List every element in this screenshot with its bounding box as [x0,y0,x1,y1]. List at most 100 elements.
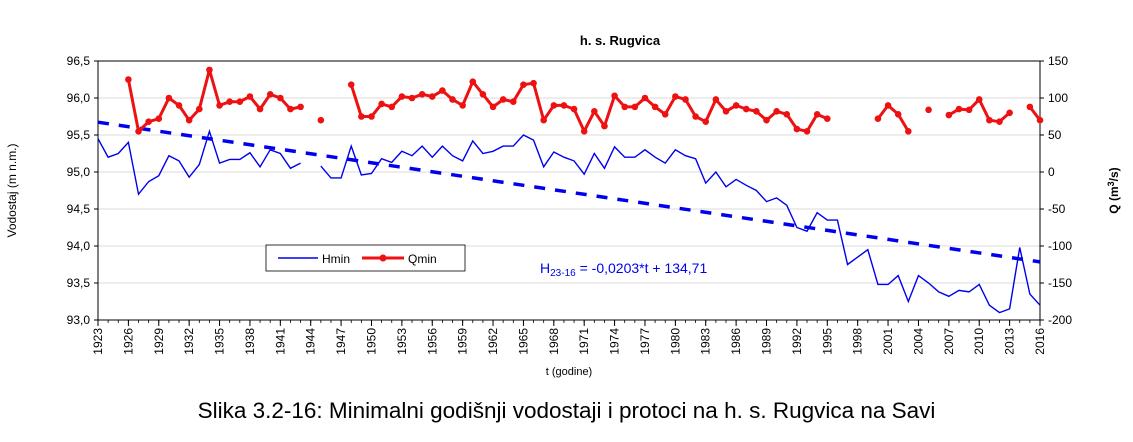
right-axis: -200 -150 -100 -50 0 50 100 150 [1040,54,1072,327]
qmin-point [732,102,740,109]
qmin-point [489,103,497,111]
qmin-line [126,68,1042,133]
qmin-point [621,103,629,111]
y-tick-label: 93,5 [67,276,91,290]
x-tick-label: 2013 [1003,328,1017,355]
y-axis-label: Vodostaj (m n.m.) [5,143,19,237]
qmin-point [185,116,193,124]
x-tick-label: 1998 [851,328,865,355]
qmin-point [277,94,284,102]
qmin-point [499,96,507,103]
x-tick-label: 1938 [243,328,257,355]
x-tick-label: 1977 [638,328,652,355]
qmin-point [165,94,173,102]
qmin-point [712,96,720,103]
qmin-point [1036,116,1044,124]
qmin-point [803,128,811,135]
y2-tick-label: 100 [1048,91,1068,105]
x-tick-label: 1968 [547,328,561,355]
y2-tick-label: 150 [1048,54,1068,68]
legend-qmin-label: Qmin [408,252,437,266]
x-tick-label: 2001 [881,328,895,355]
figure-caption: Slika 3.2-16: Minimalni godišnji vodosta… [197,398,936,423]
qmin-point [986,116,993,124]
qmin-point [368,113,375,120]
qmin-point [823,115,831,123]
qmin-point [297,103,304,111]
qmin-point [540,116,547,124]
y2-tick-label: 50 [1048,128,1062,142]
qmin-point [925,106,932,114]
x-tick-label: 1980 [668,328,682,355]
y-tick-label: 94,0 [67,239,91,253]
qmin-point [287,105,294,113]
x-tick-label: 1932 [182,328,196,355]
x-tick-label: 2016 [1033,328,1047,355]
x-tick-label: 1959 [456,328,470,355]
x-tick-label: 1947 [334,328,348,355]
x-tick-label: 1989 [760,328,774,355]
x-tick-label: 1923 [91,328,105,355]
qmin-point [631,103,639,111]
y-tick-label: 96,5 [67,54,91,68]
y-tick-label: 95,5 [67,128,91,142]
qmin-point [793,125,801,133]
trend-equation: H23-16 = -0,0203*t + 134,71 [540,260,707,279]
qmin-point [611,92,618,100]
qmin-point [520,81,527,88]
qmin-point [813,110,821,118]
qmin-point [1026,103,1034,111]
qmin-point [560,102,568,109]
legend: Hmin Qmin [265,244,466,272]
x-tick-label: 1950 [364,328,378,355]
y2-tick-label: -200 [1048,313,1072,327]
qmin-point [479,91,487,98]
qmin-point [175,102,183,109]
x-tick-label: 1956 [425,328,439,355]
x-tick-label: 1953 [395,328,409,355]
y-tick-label: 93,0 [67,313,91,327]
y-tick-label: 96,0 [67,91,91,105]
qmin-point [317,116,325,124]
qmin-point [449,96,456,103]
y2-axis-label: Q (m3/s) [1106,167,1121,213]
x-tick-label: 2004 [911,328,925,355]
qmin-point [975,96,983,103]
qmin-point [742,105,750,113]
qmin-point [469,78,477,86]
qmin-point [692,113,699,120]
x-tick-label: 1935 [213,328,227,355]
qmin-point [145,118,152,125]
qmin-point [702,118,710,125]
qmin-point [509,98,517,105]
qmin-point [418,91,426,98]
y-tick-label: 94,5 [67,202,91,216]
qmin-point [651,103,659,111]
trend-line [97,120,1041,264]
qmin-point [570,105,578,113]
x-axis-label: t (godine) [546,366,592,378]
x-tick-label: 1944 [304,328,318,355]
qmin-point [226,98,233,105]
legend-qmin-marker [379,254,387,262]
qmin-point [125,76,132,83]
y2-tick-label: -50 [1048,202,1066,216]
hmin-series [97,128,1041,314]
qmin-point [358,113,365,120]
legend-hmin-label: Hmin [322,252,350,266]
qmin-point [459,102,466,109]
x-tick-label: 1962 [486,328,500,355]
qmin-point [894,110,902,118]
x-tick-label: 1971 [577,328,591,355]
left-axis: 93,0 93,5 94,0 94,5 95,0 95,5 96,0 96,5 [67,54,98,327]
chart-title: h. s. Rugvica [580,33,661,48]
qmin-point [580,128,588,135]
qmin-point [722,108,730,115]
qmin-point [388,103,396,111]
qmin-point [874,115,882,123]
qmin-point [884,102,892,109]
qmin-point [783,110,791,118]
qmin-point [955,105,963,113]
qmin-point [408,94,416,102]
hmin-line [97,128,1041,314]
